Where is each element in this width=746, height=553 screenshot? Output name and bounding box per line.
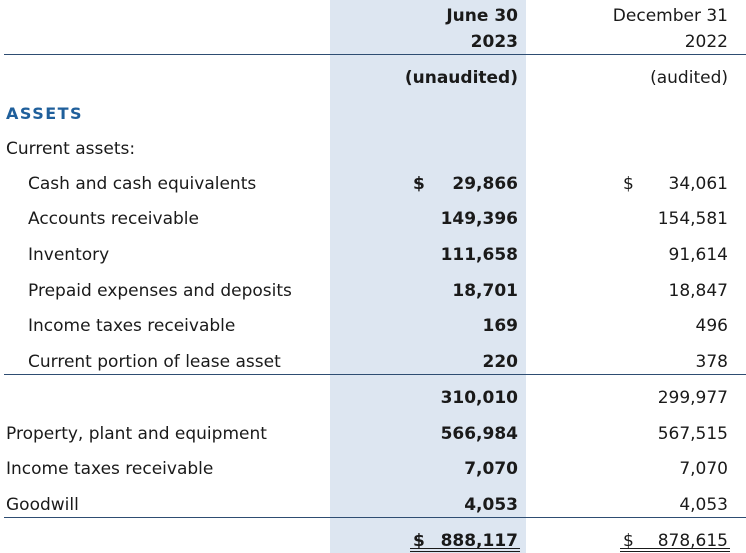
- col-2023-date: June 30: [446, 6, 518, 26]
- col-2022-status: (audited): [650, 68, 728, 88]
- row-value-2023: 169: [482, 316, 519, 336]
- row-label: Property, plant and equipment: [6, 424, 267, 444]
- row-value-2022: 496: [695, 316, 728, 336]
- row-value-2023: 111,658: [440, 245, 518, 265]
- row-value-2023: 4,053: [464, 495, 518, 515]
- row-value-2022: 567,515: [657, 424, 728, 444]
- currency-symbol-2022: $: [623, 174, 634, 194]
- row-label: Goodwill: [6, 495, 79, 515]
- row-label: Accounts receivable: [28, 209, 199, 229]
- row-value-2022: 18,847: [668, 281, 728, 301]
- col-2022-year: 2022: [684, 32, 728, 52]
- col-2022-date: December 31: [612, 6, 728, 26]
- total-2023-double-underline-top: [410, 548, 520, 549]
- row-value-2022: 4,053: [679, 495, 728, 515]
- subtotal-divider: [4, 374, 746, 375]
- row-value-2022: 91,614: [668, 245, 728, 265]
- row-label: Income taxes receivable: [6, 459, 214, 479]
- current-assets-total-2022: 299,977: [657, 388, 728, 408]
- row-label: Prepaid expenses and deposits: [28, 281, 292, 301]
- total-2023-double-underline-bottom: [410, 551, 520, 552]
- row-value-2023: 7,070: [464, 459, 518, 479]
- section-title-assets: ASSETS: [6, 104, 84, 123]
- row-label: Income taxes receivable: [28, 316, 236, 336]
- total-currency-2023: $: [413, 531, 425, 551]
- col-2023-year: 2023: [470, 32, 518, 52]
- row-value-2022: 154,581: [657, 209, 728, 229]
- row-value-2023: 149,396: [440, 209, 518, 229]
- row-value-2022: 34,061: [668, 174, 728, 194]
- row-value-2022: 7,070: [679, 459, 728, 479]
- total-assets-2023: 888,117: [440, 531, 518, 551]
- row-value-2023: 566,984: [440, 424, 518, 444]
- total-divider: [4, 517, 746, 518]
- row-value-2023: 18,701: [452, 281, 518, 301]
- total-2022-double-underline-bottom: [620, 551, 730, 552]
- row-value-2023: 220: [482, 352, 519, 372]
- header-divider: [4, 54, 746, 55]
- current-period-column-shade: [330, 0, 526, 553]
- total-2022-double-underline-top: [620, 548, 730, 549]
- col-2023-status: (unaudited): [404, 68, 518, 88]
- row-value-2023: 29,866: [452, 174, 518, 194]
- total-assets-2022: 878,615: [657, 531, 728, 551]
- row-value-2022: 378: [695, 352, 728, 372]
- row-label: Inventory: [28, 245, 110, 265]
- total-currency-2022: $: [623, 531, 634, 551]
- subsection-title-current-assets: Current assets:: [6, 139, 136, 159]
- row-label: Current portion of lease asset: [28, 352, 281, 372]
- current-assets-total-2023: 310,010: [440, 388, 518, 408]
- currency-symbol-2023: $: [413, 174, 425, 194]
- row-label: Cash and cash equivalents: [28, 174, 257, 194]
